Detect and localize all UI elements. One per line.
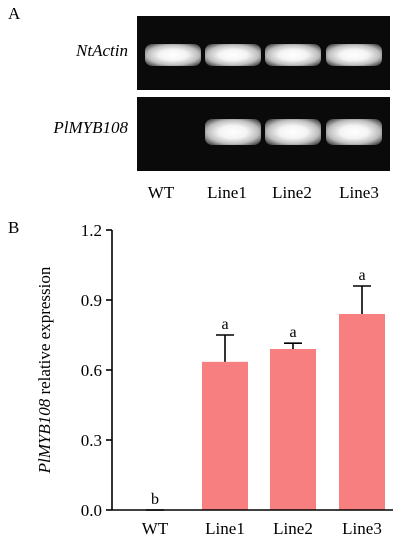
- gel-band: [326, 44, 382, 66]
- panel-b-letter: B: [8, 218, 20, 237]
- gel-row-label-ntactin: NtActin: [76, 41, 128, 60]
- y-tick-label: 0.3: [81, 431, 102, 450]
- gel-row-label-plmyb108: PlMYB108: [53, 118, 128, 137]
- gel-band: [205, 44, 261, 66]
- gel-band: [145, 44, 201, 66]
- significance-letter: a: [289, 324, 296, 341]
- y-tick-label: 0.0: [81, 501, 102, 520]
- bar: [339, 314, 385, 510]
- panel-a-letter: A: [8, 4, 21, 23]
- y-tick-label: 0.6: [81, 361, 102, 380]
- x-tick-label: Line3: [342, 519, 382, 538]
- x-tick-label: WT: [142, 519, 169, 538]
- significance-letter: a: [358, 267, 365, 284]
- y-axis-label-text: relative expression: [35, 266, 54, 399]
- x-tick-label: Line1: [205, 519, 245, 538]
- y-axis-label-gene: PlMYB108: [35, 398, 54, 474]
- gel-band: [326, 119, 382, 145]
- significance-letter: a: [221, 316, 228, 333]
- gel-band: [205, 119, 261, 145]
- y-tick-label: 0.9: [81, 291, 102, 310]
- bar: [270, 349, 316, 510]
- y-tick-label: 1.2: [81, 221, 102, 240]
- significance-letter: b: [151, 491, 159, 508]
- gel-band: [265, 119, 321, 145]
- gel-lane-label-line3: Line3: [339, 183, 379, 202]
- gel-image-plmyb108: [137, 97, 390, 171]
- gel-image-ntactin: [137, 16, 390, 90]
- x-tick-label: Line2: [273, 519, 313, 538]
- y-axis-label: PlMYB108 relative expression: [35, 266, 54, 474]
- gel-band: [265, 44, 321, 66]
- gel-lane-label-wt: WT: [147, 183, 175, 202]
- gel-lane-label-line1: Line1: [207, 183, 247, 202]
- bar: [202, 361, 248, 510]
- gel-lane-label-line2: Line2: [272, 183, 312, 202]
